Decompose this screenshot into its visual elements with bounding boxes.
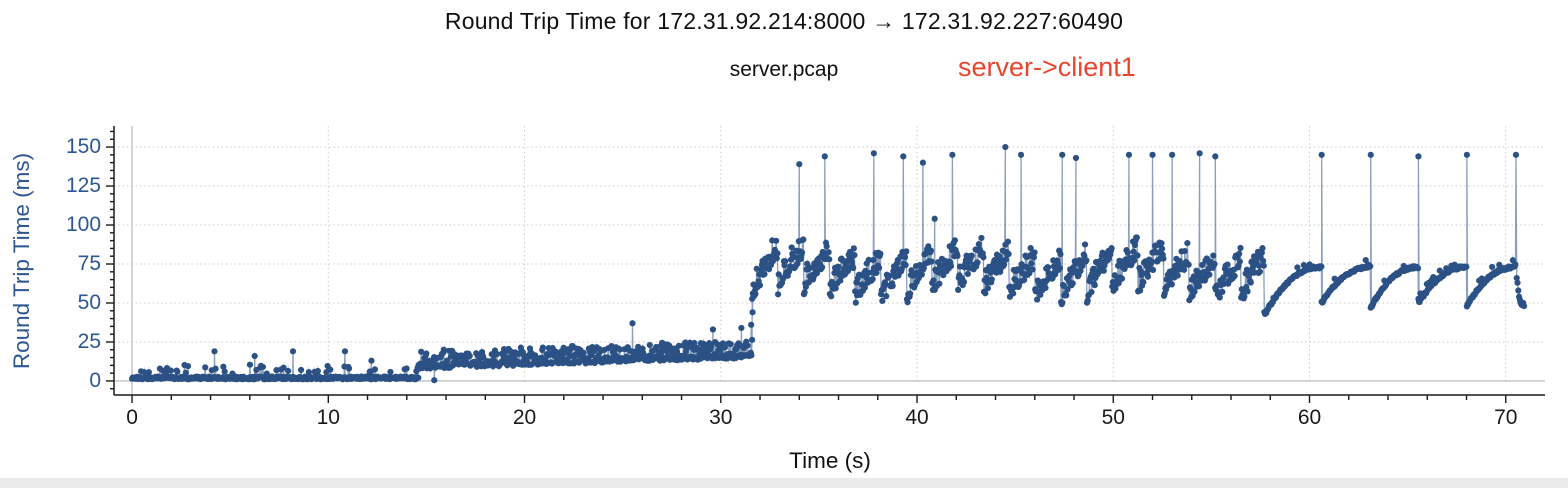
bottom-bar [0, 478, 1568, 488]
